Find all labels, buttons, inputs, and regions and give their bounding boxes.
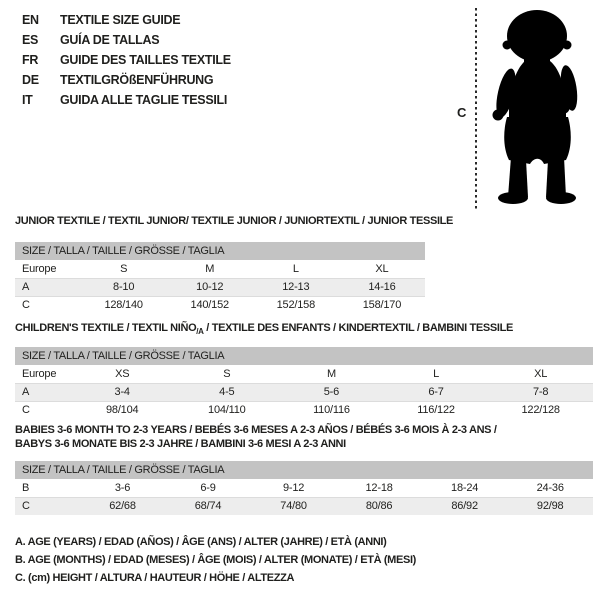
babies-section-title: BABIES 3-6 MONTH TO 2-3 YEARS / BEBÉS 3-… — [15, 423, 497, 451]
junior-size-table: SIZE / TALLA / TAILLE / GRÖSSE / TAGLIA … — [15, 242, 425, 314]
value-cell: 158/170 — [338, 295, 425, 314]
value-cell: 9-12 — [282, 481, 305, 494]
children-size-table: SIZE / TALLA / TAILLE / GRÖSSE / TAGLIA … — [15, 347, 593, 419]
language-row-de: DE TEXTILGRÖßENFÜHRUNG — [22, 70, 231, 90]
value-cell: 122/128 — [488, 400, 593, 419]
value-cell: 110/116 — [279, 400, 384, 419]
value-cell: 98/104 — [69, 400, 175, 419]
language-code: FR — [22, 53, 39, 67]
table-row: C 128/140 140/152 152/158 158/170 — [15, 295, 425, 314]
table-row: B 3-6 6-9 9-12 12-18 18-24 24-36 — [15, 479, 593, 497]
title-text: CHILDREN'S TEXTILE / TEXTIL NIÑO — [15, 322, 197, 334]
legend-line-b: B. AGE (MONTHS) / EDAD (MESES) / ÂGE (MO… — [15, 554, 416, 566]
value-cell: L — [433, 367, 439, 380]
value-cell: 6-7 — [383, 382, 489, 401]
children-section-title: CHILDREN'S TEXTILE / TEXTIL NIÑO/A / TEX… — [15, 321, 513, 339]
toddler-silhouette-icon — [492, 10, 578, 204]
junior-section-title: JUNIOR TEXTILE / TEXTIL JUNIOR/ TEXTILE … — [15, 215, 454, 227]
value-cell: 62/68 — [79, 496, 166, 515]
language-row-es: ES GUÍA DE TALLAS — [22, 30, 231, 50]
value-cell: 10-12 — [166, 277, 253, 296]
legend-line-a: A. AGE (YEARS) / EDAD (AÑOS) / ÂGE (ANS)… — [15, 536, 387, 548]
value-cell: XL — [534, 367, 548, 380]
row-label-cell: A — [15, 277, 81, 296]
table-row: C 62/68 68/74 74/80 80/86 86/92 92/98 — [15, 496, 593, 515]
value-cell: 152/158 — [252, 295, 339, 314]
row-label-cell: C — [15, 496, 80, 515]
value-cell: 18-24 — [451, 481, 479, 494]
language-code: DE — [22, 73, 39, 87]
size-header-bar: SIZE / TALLA / TAILLE / GRÖSSE / TAGLIA — [15, 461, 593, 479]
language-code: EN — [22, 13, 39, 27]
title-text: / TEXTILE DES ENFANTS / KINDERTEXTIL / B… — [203, 322, 513, 334]
title-line-1: BABIES 3-6 MONTH TO 2-3 YEARS / BEBÉS 3-… — [15, 424, 497, 436]
language-label: GUIDE DES TAILLES TEXTILE — [60, 53, 231, 67]
row-label-cell: A — [15, 382, 70, 401]
value-cell: 14-16 — [338, 277, 425, 296]
language-row-it: IT GUIDA ALLE TAGLIE TESSILI — [22, 90, 231, 110]
value-cell: L — [292, 262, 299, 275]
language-label: GUÍA DE TALLAS — [60, 33, 160, 47]
row-label-cell: C — [15, 295, 81, 314]
value-cell: 5-6 — [279, 382, 384, 401]
language-label: TEXTILGRÖßENFÜHRUNG — [60, 73, 214, 87]
value-cell: 80/86 — [336, 496, 422, 515]
value-cell: 3-6 — [114, 481, 131, 494]
babies-size-table: SIZE / TALLA / TAILLE / GRÖSSE / TAGLIA … — [15, 461, 593, 515]
value-cell: S — [120, 262, 128, 275]
value-cell: 86/92 — [421, 496, 508, 515]
value-cell: 74/80 — [250, 496, 337, 515]
value-cell: 68/74 — [165, 496, 251, 515]
height-measure-label: C — [457, 105, 467, 120]
title-subscript: /A — [196, 327, 204, 337]
value-cell: 92/98 — [507, 496, 593, 515]
value-cell: 140/152 — [166, 295, 253, 314]
table-row: Europe S M L XL — [15, 260, 425, 278]
title-line-2: BABYS 3-6 MONATE BIS 2-3 JAHRE / BAMBINI… — [15, 438, 346, 450]
measure-legend: A. AGE (YEARS) / EDAD (AÑOS) / ÂGE (ANS)… — [15, 533, 416, 587]
table-row: C 98/104 104/110 110/116 116/122 122/128 — [15, 400, 593, 419]
value-cell: 3-4 — [69, 382, 175, 401]
language-code: IT — [22, 93, 33, 107]
value-cell: 8-10 — [80, 277, 167, 296]
value-cell: 12-18 — [365, 481, 393, 494]
value-cell: S — [223, 367, 231, 380]
table-row: A 3-4 4-5 5-6 6-7 7-8 — [15, 382, 593, 401]
value-cell: 6-9 — [200, 481, 216, 494]
language-label: GUIDA ALLE TAGLIE TESSILI — [60, 93, 228, 107]
height-measure-line — [475, 8, 477, 210]
table-row: Europe XS S M L XL — [15, 365, 593, 383]
row-label-cell: B — [22, 481, 30, 494]
height-figure: C — [440, 0, 600, 215]
size-header-bar: SIZE / TALLA / TAILLE / GRÖSSE / TAGLIA — [15, 242, 425, 260]
value-cell: 116/122 — [383, 400, 489, 419]
language-row-en: EN TEXTILE SIZE GUIDE — [22, 10, 231, 30]
legend-line-c: C. (cm) HEIGHT / ALTURA / HAUTEUR / HÖHE… — [15, 572, 295, 584]
value-cell: 4-5 — [174, 382, 280, 401]
value-cell: 24-36 — [536, 481, 564, 494]
value-cell: 104/110 — [174, 400, 280, 419]
row-label-cell: Europe — [22, 367, 57, 380]
value-cell: M — [205, 262, 215, 275]
language-row-fr: FR GUIDE DES TAILLES TEXTILE — [22, 50, 231, 70]
value-cell: M — [326, 367, 336, 380]
language-label: TEXTILE SIZE GUIDE — [60, 13, 181, 27]
size-header-bar: SIZE / TALLA / TAILLE / GRÖSSE / TAGLIA — [15, 347, 593, 365]
language-code: ES — [22, 33, 39, 47]
value-cell: 7-8 — [488, 382, 593, 401]
value-cell: XL — [375, 262, 389, 275]
value-cell: 128/140 — [80, 295, 167, 314]
value-cell: 12-13 — [252, 277, 339, 296]
language-list: EN TEXTILE SIZE GUIDE ES GUÍA DE TALLAS … — [22, 10, 231, 110]
row-label-cell: Europe — [22, 262, 57, 275]
value-cell: XS — [115, 367, 130, 380]
table-row: A 8-10 10-12 12-13 14-16 — [15, 277, 425, 296]
row-label-cell: C — [15, 400, 70, 419]
